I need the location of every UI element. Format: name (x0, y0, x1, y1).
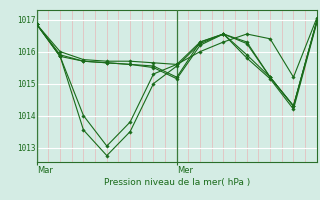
X-axis label: Pression niveau de la mer( hPa ): Pression niveau de la mer( hPa ) (104, 178, 250, 187)
